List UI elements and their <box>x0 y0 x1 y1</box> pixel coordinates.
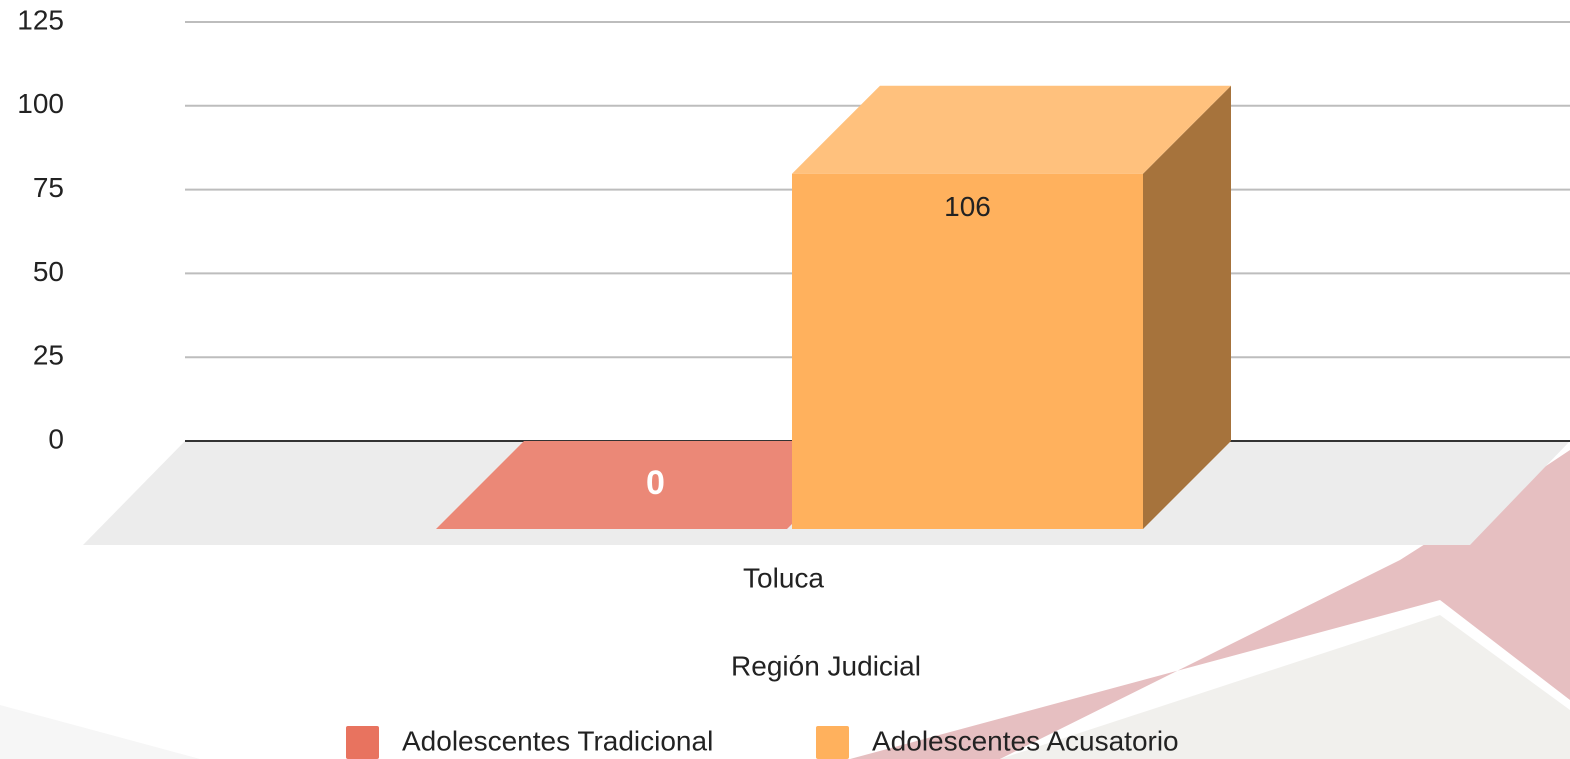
y-tick-label: 50 <box>33 256 64 287</box>
x-axis-title: Región Judicial <box>731 650 921 681</box>
value-label: 0 <box>646 464 665 502</box>
legend-label: Adolescentes Acusatorio <box>872 725 1179 756</box>
y-tick-label: 125 <box>17 4 64 35</box>
value-label: 106 <box>944 191 991 222</box>
chart: Región Judicial 0 25 50 75 100 125 0 106 Toluca A… <box>0 0 1570 759</box>
legend-swatch <box>816 726 849 759</box>
y-tick-label: 100 <box>17 88 64 119</box>
legend-label: Adolescentes Tradicional <box>402 725 713 756</box>
y-tick-label: 0 <box>48 423 64 454</box>
legend-swatch <box>346 726 379 759</box>
y-tick-label: 25 <box>33 340 64 371</box>
y-tick-label: 75 <box>33 172 64 203</box>
bars <box>436 86 1231 529</box>
x-tick-label: Toluca <box>743 562 824 593</box>
bar <box>792 86 1231 529</box>
bar-front <box>792 174 1143 529</box>
